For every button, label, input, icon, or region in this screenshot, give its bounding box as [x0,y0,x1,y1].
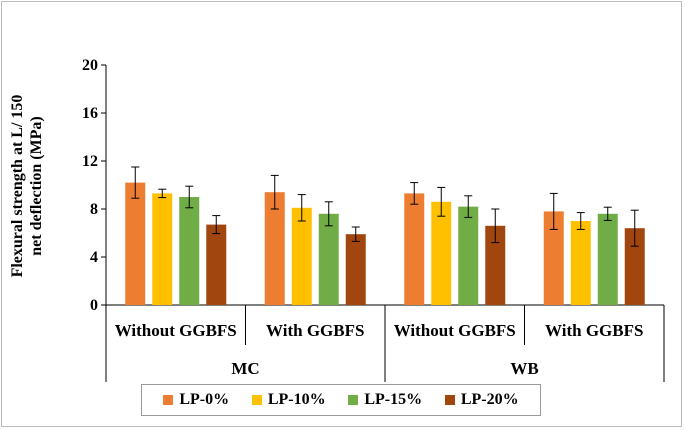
bar [206,224,227,305]
y-axis-title-line1: Flexural strength at L/ 150 [9,95,26,278]
bar [264,192,285,305]
bar [431,201,452,305]
legend-item-lp20: LP-20% [444,391,519,409]
y-axis-title-line2: net deflection (MPa) [28,116,45,256]
bar [458,206,479,305]
legend: LP-0% LP-10% LP-15% LP-20% [141,384,541,416]
bar [485,225,506,305]
bar [624,228,645,305]
x-category-label: With GGBFS [545,321,643,340]
y-tick-label: 0 [90,297,98,314]
legend-label-lp10: LP-10% [267,391,326,408]
bar [179,197,200,305]
x-group-label: MC [231,359,259,378]
bar [152,193,173,305]
y-tick-label: 8 [90,201,98,218]
y-tick-label: 12 [82,153,98,170]
legend-item-lp15: LP-15% [348,391,422,409]
x-category-label: Without GGBFS [115,321,237,340]
x-group-label: WB [510,359,538,378]
bar [345,234,366,305]
legend-item-lp10: LP-10% [251,391,326,409]
legend-label-lp20: LP-20% [460,391,519,408]
bar [543,211,564,305]
bar [291,207,312,305]
x-category-label: With GGBFS [266,321,364,340]
y-tick-label: 16 [82,105,98,122]
bar [125,182,146,305]
y-tick-label: 20 [82,57,98,74]
legend-swatch-lp10 [251,395,262,405]
legend-label-lp0: LP-0% [179,391,230,408]
legend-label-lp15: LP-15% [364,391,423,408]
legend-swatch-lp0 [163,395,174,405]
bar [570,221,591,305]
x-category-label: Without GGBFS [394,321,516,340]
legend-swatch-lp15 [348,395,359,405]
bar [404,193,425,305]
legend-swatch-lp20 [444,395,455,405]
bar [597,213,618,305]
bar [318,213,339,305]
y-tick-label: 4 [90,249,98,266]
legend-item-lp0: LP-0% [163,391,229,409]
plot-area: 0 4 8 12 16 20 Without GGBFS With GGBFS Without … [82,57,665,382]
